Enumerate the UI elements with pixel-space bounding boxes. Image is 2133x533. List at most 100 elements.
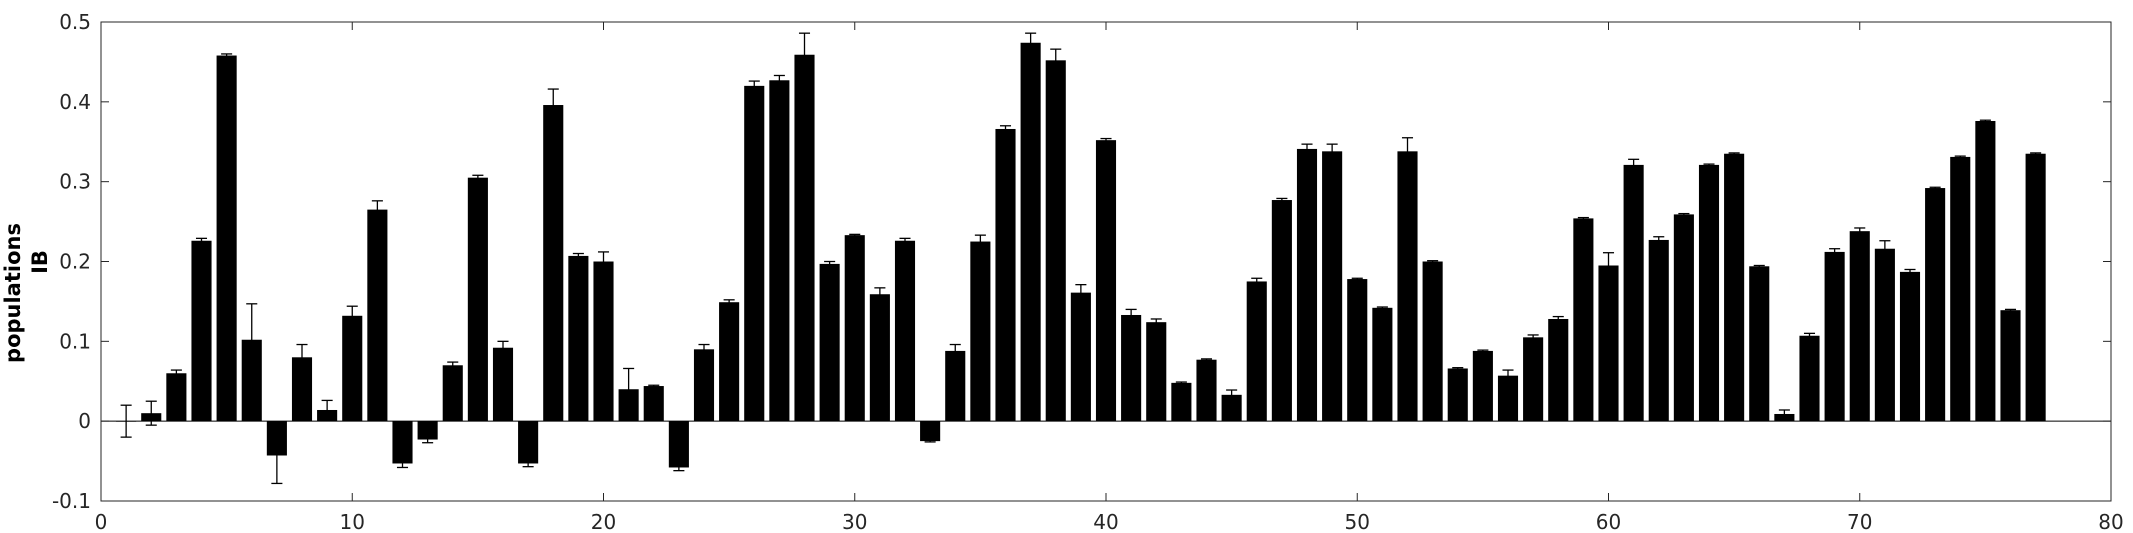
error-bar [1150, 318, 1162, 327]
bar [668, 421, 689, 468]
error-bar [1904, 268, 1916, 275]
ticks-layer: 0 10 20 30 40 50 60 70 80-0.100.10.20.30.40.5 [52, 10, 2124, 533]
y-tick-label: 0.5 [59, 10, 91, 34]
error-bar [1251, 277, 1263, 286]
bar [1698, 164, 1720, 422]
x-tick-label: 10 [340, 510, 365, 533]
bar [1121, 314, 1142, 422]
error-bar [648, 384, 660, 388]
error-bar [597, 251, 610, 272]
error-bar [1100, 137, 1112, 143]
y-axis-label: populations IB [1, 223, 52, 363]
bar [693, 349, 715, 422]
bar [1095, 140, 1117, 422]
x-tick-label: 50 [1345, 510, 1370, 533]
error-bar [924, 439, 936, 443]
error-bar [396, 458, 409, 469]
error-bar [221, 53, 233, 58]
error-bar [1351, 277, 1363, 281]
bar [769, 80, 790, 422]
error-bar [1326, 143, 1338, 160]
bar [1749, 266, 1770, 422]
bar [1322, 151, 1343, 422]
x-tick-label: 70 [1847, 510, 1872, 533]
bar [1070, 292, 1091, 422]
error-bar [1125, 308, 1137, 322]
error-bar [522, 459, 534, 468]
bar [1221, 394, 1242, 422]
error-bar [246, 303, 258, 377]
error-bar [1301, 143, 1313, 155]
bar [844, 235, 865, 422]
bar [894, 240, 916, 422]
error-bar [1075, 284, 1087, 302]
error-bar [1753, 264, 1765, 268]
bar [1724, 153, 1745, 422]
bar [1472, 350, 1493, 422]
error-bar [849, 233, 861, 237]
error-bar [899, 237, 911, 244]
bar [1899, 271, 1921, 422]
bar [1246, 281, 1267, 422]
error-bar [798, 32, 811, 77]
error-bar [296, 343, 308, 371]
error-bar [1602, 252, 1615, 279]
error-bar [1552, 315, 1564, 323]
bar [417, 421, 438, 440]
error-bar [1577, 216, 1589, 220]
y-axis-label-line-1: populations [1, 223, 25, 363]
y-tick-label: 0.2 [59, 250, 91, 274]
bar [1849, 231, 1870, 422]
bar [1523, 337, 1544, 422]
bar [643, 386, 664, 422]
bar [719, 302, 740, 422]
bar [1020, 42, 1041, 422]
error-bar [1376, 306, 1388, 310]
error-bar [1979, 119, 1991, 123]
bar [1673, 214, 1694, 422]
y-tick-label: -0.1 [52, 489, 91, 513]
error-bar [195, 237, 208, 244]
bar [744, 85, 765, 422]
bar [794, 54, 815, 422]
bar [241, 339, 262, 422]
error-bar [1025, 32, 1037, 53]
x-tick-label: 20 [591, 510, 616, 533]
bar [442, 365, 463, 422]
bar [2025, 153, 2046, 422]
error-bar [2030, 152, 2042, 156]
error-bar [1803, 332, 1816, 339]
bar [1497, 375, 1519, 422]
error-bar [1829, 248, 1841, 256]
bar [970, 241, 991, 422]
error-bar [2004, 308, 2017, 312]
x-tick-label: 40 [1093, 510, 1118, 533]
bar [1975, 120, 1996, 422]
y-axis-label-line-2: IB [28, 250, 52, 274]
error-bar [773, 74, 785, 86]
x-tick-label: 30 [842, 510, 867, 533]
error-bar [1427, 260, 1439, 263]
bar [166, 373, 187, 422]
x-tick-label: 80 [2098, 510, 2123, 533]
bar [1347, 279, 1368, 422]
bar [1045, 60, 1066, 422]
bar [467, 177, 488, 422]
error-bar [1050, 48, 1062, 73]
y-tick-label: 0 [78, 409, 91, 433]
x-tick-label: 0 [95, 510, 108, 533]
bar [1623, 164, 1644, 422]
bar [1925, 188, 1946, 422]
bar [1271, 200, 1292, 422]
error-bar [1728, 152, 1740, 156]
bar [1422, 261, 1443, 422]
bars-layer [116, 42, 2046, 468]
error-bar [170, 369, 182, 378]
bar [1372, 307, 1393, 422]
error-bar [497, 340, 509, 355]
y-tick-label: 0.1 [59, 329, 91, 353]
bar [543, 105, 564, 422]
bar [367, 209, 388, 422]
error-bar [472, 174, 484, 181]
error-bar [1678, 212, 1690, 216]
